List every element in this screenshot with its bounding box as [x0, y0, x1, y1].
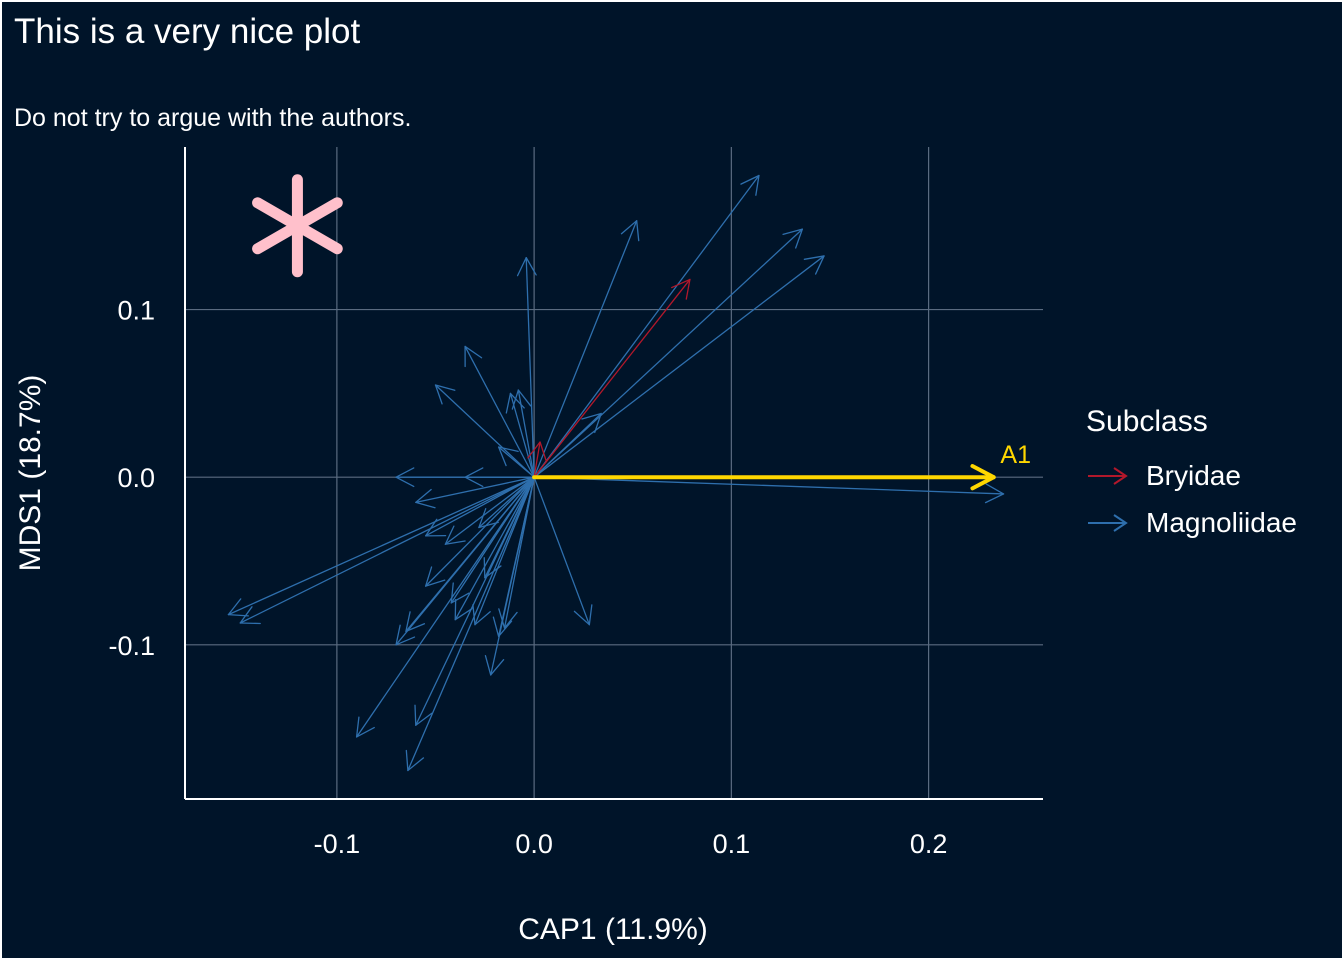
legend-item-bryidae: Bryidae [1086, 456, 1241, 496]
x-tick-label: 0.0 [515, 829, 553, 859]
vector-arrow-magnoliidae [516, 256, 537, 478]
highlight-label: A1 [1000, 441, 1031, 469]
vector-arrow-magnoliidae [505, 392, 535, 478]
vector-arrow-magnoliidae [533, 220, 640, 478]
x-axis-title: CAP1 (11.9%) [518, 913, 708, 946]
y-tick-label: 0.1 [117, 296, 155, 326]
legend-item-magnoliidae: Magnoliidae [1086, 503, 1297, 543]
vector-arrow-magnoliidae [533, 476, 593, 626]
vector-arrow-magnoliidae [483, 476, 535, 579]
vector-arrow-magnoliidae [227, 476, 535, 617]
vector-arrow-magnoliidae [405, 476, 535, 772]
vector-arrow-magnoliidae [464, 345, 535, 478]
vector-arrow-magnoliidae [395, 476, 535, 646]
vector-arrow-magnoliidae [533, 255, 825, 478]
vector-arrow-magnoliidae [464, 467, 535, 488]
chart-subtitle: Do not try to argue with the authors. [14, 104, 412, 132]
vector-arrow-magnoliidae [355, 476, 535, 738]
y-tick-label: -0.1 [108, 631, 155, 661]
vector-arrow-magnoliidae [424, 476, 535, 537]
vector-arrow-magnoliidae [533, 412, 602, 478]
legend-label: Bryidae [1146, 460, 1241, 491]
vector-arrow-magnoliidae [533, 174, 760, 478]
highlight-arrow-a1 [532, 464, 996, 491]
vector-arrow-magnoliidae [533, 476, 1005, 504]
vector-arrow-magnoliidae [533, 228, 804, 478]
legend-label: Magnoliidae [1146, 507, 1297, 538]
legend-title: Subclass [1086, 405, 1208, 438]
vector-arrow-magnoliidae [454, 476, 535, 621]
vector-arrow-magnoliidae [424, 476, 535, 587]
vector-arrow-bryidae [533, 278, 691, 478]
legend-arrow-icon [1088, 514, 1128, 532]
vector-arrow-magnoliidae [434, 384, 535, 478]
vector-arrow-magnoliidae [415, 476, 535, 509]
x-tick-label: -0.1 [314, 829, 361, 859]
asterisk-star-icon [252, 174, 343, 278]
vector-arrow-magnoliidae [511, 389, 535, 478]
y-tick-label: 0.0 [117, 463, 155, 493]
vector-arrow-bryidae [527, 441, 547, 478]
vector-arrow-magnoliidae [472, 476, 535, 626]
vector-arrow-magnoliidae [484, 476, 535, 676]
chart-title: This is a very nice plot [14, 12, 361, 51]
legend-arrow-icon [1088, 467, 1128, 485]
y-axis-title: MDS1 (18.7%) [14, 375, 47, 572]
x-tick-label: 0.1 [713, 829, 751, 859]
vector-arrow-magnoliidae [444, 476, 535, 545]
vector-arrow-magnoliidae [239, 476, 535, 625]
x-tick-label: 0.2 [910, 829, 948, 859]
vector-arrow-magnoliidae [497, 446, 535, 478]
